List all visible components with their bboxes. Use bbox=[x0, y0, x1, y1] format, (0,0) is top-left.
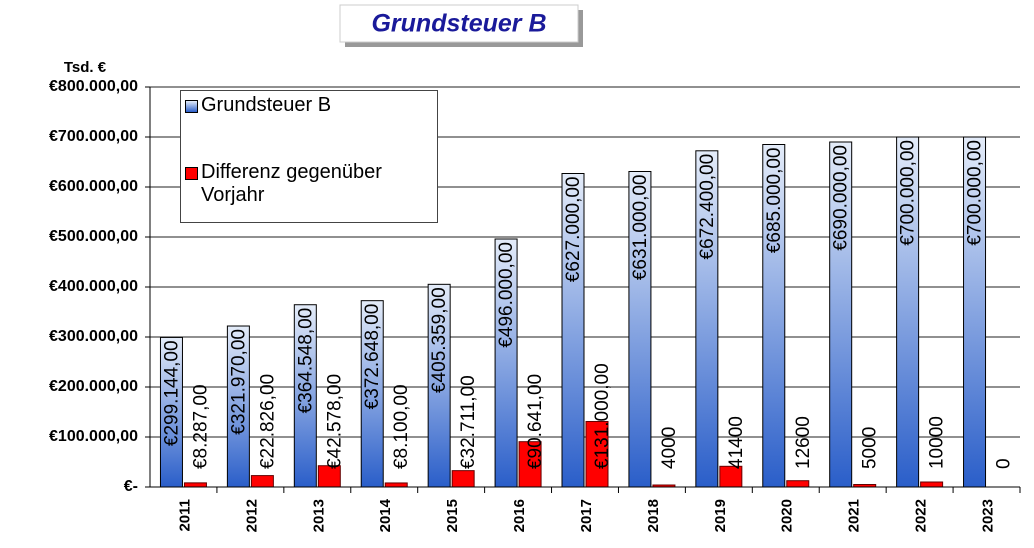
diff-bar bbox=[786, 480, 810, 488]
value-label: 0 bbox=[994, 458, 1015, 469]
value-label: 5000 bbox=[860, 427, 881, 469]
value-label: €372.648,00 bbox=[362, 304, 383, 410]
value-label: €131.000,00 bbox=[592, 363, 613, 469]
x-tick-label: 2017 bbox=[578, 499, 595, 532]
y-tick-label: €600.000,00 bbox=[49, 178, 138, 195]
legend-label: Grundsteuer B bbox=[201, 94, 332, 116]
x-tick-label: 2019 bbox=[712, 499, 729, 532]
value-label: €700.000,00 bbox=[965, 140, 986, 246]
y-axis-label: Tsd. € bbox=[64, 59, 107, 76]
legend-label: Differenz gegenüber Vorjahr bbox=[201, 161, 382, 206]
x-tick-label: 2012 bbox=[243, 499, 260, 532]
value-label: €496.000,00 bbox=[496, 242, 517, 348]
x-tick-label: 2013 bbox=[310, 499, 327, 532]
y-tick-label: €200.000,00 bbox=[49, 378, 138, 395]
y-tick-label: €300.000,00 bbox=[49, 328, 138, 345]
legend-item: Grundsteuer B bbox=[185, 94, 431, 117]
legend: Grundsteuer B Differenz gegenüber Vorjahr bbox=[180, 90, 438, 223]
diff-bar bbox=[250, 475, 274, 488]
x-tick-label: 2015 bbox=[444, 499, 461, 532]
x-tick-label: 2022 bbox=[913, 499, 930, 532]
x-tick-label: 2011 bbox=[176, 499, 193, 532]
diff-bar bbox=[384, 482, 408, 488]
x-tick-label: 2016 bbox=[511, 499, 528, 532]
diff-bar bbox=[451, 470, 475, 488]
value-label: 12600 bbox=[793, 416, 814, 469]
value-label: €299.144,00 bbox=[161, 340, 182, 446]
y-tick-label: €- bbox=[124, 478, 138, 495]
value-label: €690.000,00 bbox=[831, 145, 852, 251]
x-tick-label: 2018 bbox=[645, 499, 662, 532]
x-tick-label: 2021 bbox=[846, 499, 863, 532]
value-label: 10000 bbox=[927, 416, 948, 469]
value-label: €32.711,00 bbox=[458, 375, 479, 469]
value-label: €627.000,00 bbox=[563, 177, 584, 283]
legend-item: Differenz gegenüber Vorjahr bbox=[185, 161, 431, 207]
value-label: €700.000,00 bbox=[898, 140, 919, 246]
value-label: €364.548,00 bbox=[295, 308, 316, 414]
value-label: €90.641,00 bbox=[525, 374, 546, 469]
diff-bar bbox=[183, 482, 207, 488]
x-tick-label: 2023 bbox=[980, 499, 997, 532]
y-tick-label: €500.000,00 bbox=[49, 228, 138, 245]
value-label: €22.826,00 bbox=[257, 374, 278, 469]
title-box bbox=[339, 4, 579, 43]
legend-swatch bbox=[185, 167, 198, 180]
value-label: €8.100,00 bbox=[391, 384, 412, 469]
y-tick-label: €400.000,00 bbox=[49, 278, 138, 295]
value-label: €405.359,00 bbox=[429, 287, 450, 393]
value-label: €631.000,00 bbox=[630, 175, 651, 281]
x-tick-label: 2014 bbox=[377, 498, 394, 532]
y-tick-label: €100.000,00 bbox=[49, 428, 138, 445]
value-label: 41400 bbox=[726, 416, 747, 469]
x-tick-label: 2020 bbox=[779, 499, 796, 532]
value-label: €672.400,00 bbox=[697, 154, 718, 260]
value-label: €8.287,00 bbox=[190, 384, 211, 469]
chart-title: Grundsteuer B bbox=[371, 10, 546, 38]
value-label: €321.970,00 bbox=[228, 329, 249, 435]
value-label: €685.000,00 bbox=[764, 148, 785, 254]
y-tick-label: €700.000,00 bbox=[49, 128, 138, 145]
value-label: €42.578,00 bbox=[324, 374, 345, 469]
diff-bar bbox=[920, 481, 944, 488]
legend-swatch bbox=[185, 100, 198, 113]
value-label: 4000 bbox=[659, 427, 680, 469]
y-tick-label: €800.000,00 bbox=[49, 78, 138, 95]
